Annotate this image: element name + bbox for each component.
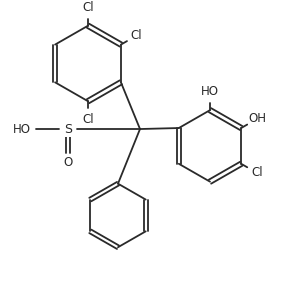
Text: HO: HO — [13, 122, 31, 136]
Text: Cl: Cl — [82, 1, 94, 14]
Text: OH: OH — [249, 112, 267, 125]
Text: Cl: Cl — [251, 166, 262, 179]
Text: Cl: Cl — [131, 29, 142, 42]
Text: O: O — [64, 156, 72, 169]
Text: HO: HO — [201, 85, 219, 98]
Text: Cl: Cl — [82, 113, 94, 125]
Text: S: S — [64, 122, 72, 136]
